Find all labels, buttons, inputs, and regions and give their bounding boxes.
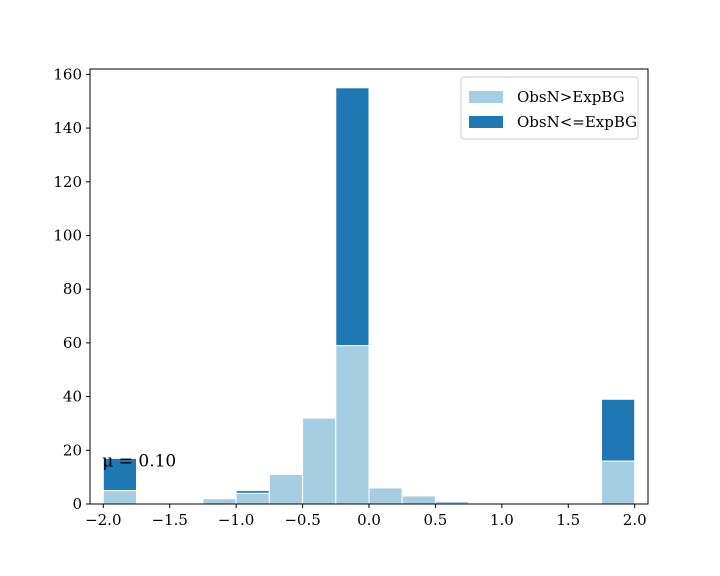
y-tick-label: 160 (53, 65, 82, 83)
y-tick-label: 140 (53, 119, 82, 137)
bar-obs-le-0 (102, 457, 137, 492)
x-tick-label: −1.0 (218, 511, 254, 529)
x-tick-label: −0.5 (284, 511, 320, 529)
bar-obs-gt-9 (401, 495, 436, 505)
bar-obs-gt-6 (302, 417, 337, 505)
bar-obs-gt-0 (102, 490, 137, 505)
y-axis: 0 20 40 60 80 100 120 140 160 (53, 65, 90, 513)
legend-label: ObsN<=ExpBG (517, 113, 637, 131)
x-tick-label: 1.0 (490, 511, 514, 529)
legend-swatch (469, 116, 503, 128)
x-tick-label: −1.5 (151, 511, 187, 529)
bar-obs-gt-7 (335, 345, 370, 505)
legend: ObsN>ExpBG ObsN<=ExpBG (460, 76, 639, 140)
y-tick-label: 120 (53, 173, 82, 191)
y-tick-label: 40 (63, 388, 82, 406)
y-tick-label: 60 (63, 334, 82, 352)
x-tick-label: 0.5 (423, 511, 447, 529)
bar-obs-le-15 (601, 398, 636, 462)
bar-obs-le-4 (235, 490, 270, 494)
y-tick-label: 80 (63, 280, 82, 298)
legend-label: ObsN>ExpBG (517, 88, 625, 106)
bar-obs-gt-3 (202, 498, 237, 505)
bar-obs-gt-8 (368, 487, 403, 505)
y-tick-label: 100 (53, 226, 82, 244)
bar-obs-gt-5 (268, 473, 304, 505)
y-tick-label: 20 (63, 441, 82, 459)
x-tick-label: −2.0 (85, 511, 121, 529)
x-tick-label: 0.0 (357, 511, 381, 529)
bar-obs-le-7 (335, 87, 370, 347)
x-axis: −2.0 −1.5 −1.0 −0.5 0.0 0.5 1.0 1.5 2.0 (85, 504, 647, 529)
legend-swatch (469, 91, 503, 103)
legend-box (460, 76, 639, 140)
bar-obs-gt-15 (601, 460, 636, 505)
mu-annotation: μ = 0.10 (102, 451, 176, 471)
bar-obs-gt-4 (235, 492, 270, 505)
x-tick-label: 2.0 (623, 511, 647, 529)
y-tick-label: 0 (72, 495, 82, 513)
bars-group (102, 87, 636, 505)
x-tick-label: 1.5 (556, 511, 580, 529)
